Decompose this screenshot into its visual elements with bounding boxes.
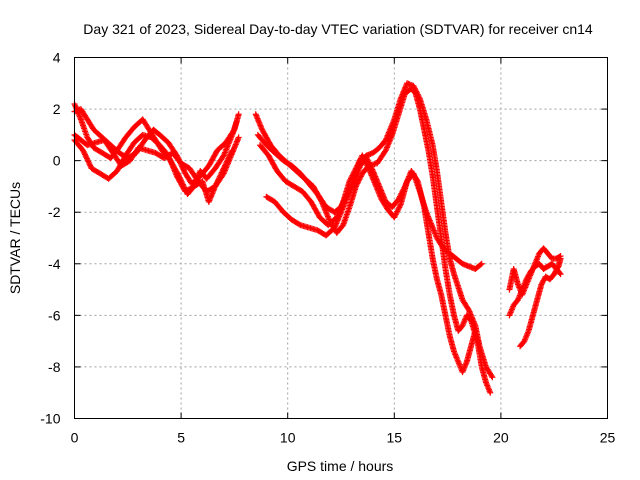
data-point-marker [181,167,188,174]
data-point-marker [489,374,496,381]
data-point-marker [81,151,88,158]
x-tick-labels: 0 5 10 15 20 25 [71,430,616,446]
data-point-marker [226,152,233,159]
data-point-marker [222,161,229,168]
data-point-marker [80,147,87,154]
data-point-marker [83,155,90,162]
data-point-marker [296,221,303,228]
data-point-marker [216,173,223,180]
y-tick-label: 4 [53,50,61,66]
data-point-marker [224,158,231,165]
data-point-marker [230,127,237,134]
y-tick-label: -2 [48,204,61,220]
y-tick-label: 0 [53,153,61,169]
data-point-marker [219,168,226,175]
data-point-marker [80,148,87,155]
data-point-marker [212,182,219,189]
data-point-marker [222,162,229,169]
y-tick-label: -4 [48,256,61,272]
data-point-marker [220,166,227,173]
data-point-marker [221,163,228,170]
data-point-marker [215,176,222,183]
data-point-marker [472,327,479,334]
data-point-marker [214,179,221,186]
data-point-marker [227,150,234,157]
data-point-marker [487,389,494,396]
data-point-marker [223,159,230,166]
data-point-marker [557,271,564,278]
chart-title: Day 321 of 2023, Sidereal Day-to-day VTE… [83,21,593,37]
data-point-marker [224,157,231,164]
data-point-marker [217,172,224,179]
y-tick-label: 2 [53,101,61,117]
y-tick-labels: -10 -8 -6 -4 -2 0 2 4 [40,50,60,427]
data-point-marker [225,154,232,161]
data-point-marker [214,177,221,184]
data-point-marker [557,255,564,262]
data-point-marker [225,155,232,162]
data-point-marker [220,165,227,172]
data-point-marker [81,150,88,157]
axis-ticks [74,57,608,419]
data-points [71,80,564,396]
x-tick-label: 20 [493,430,509,446]
data-point-marker [229,147,236,154]
data-point-marker [85,158,92,165]
data-point-marker [218,170,225,177]
data-point-marker [235,111,242,118]
grid-lines [74,57,608,419]
plot-frame [74,57,608,419]
data-point-marker [477,261,484,268]
data-point-marker [84,157,91,164]
y-tick-label: -10 [40,411,60,427]
y-tick-label: -6 [48,307,61,323]
data-point-marker [216,175,223,182]
y-axis-label: SDTVAR / TECUs [7,182,23,294]
data-point-marker [478,260,485,267]
data-point-marker [465,305,472,312]
data-point-marker [86,161,93,168]
x-axis-label: GPS time / hours [287,458,394,474]
x-tick-label: 0 [71,430,79,446]
y-tick-label: -8 [48,359,61,375]
data-point-marker [218,169,225,176]
data-point-marker [228,148,235,155]
data-point-marker [83,154,90,161]
data-point-marker [85,159,92,166]
x-tick-label: 10 [280,430,296,446]
data-point-marker [82,152,89,159]
data-point-marker [235,134,242,141]
x-tick-label: 5 [177,430,185,446]
data-point-marker [227,151,234,158]
data-point-marker [87,162,94,169]
data-point-marker [488,372,495,379]
data-point-marker [212,183,219,190]
data-point-marker [213,180,220,187]
x-tick-label: 25 [600,430,616,446]
x-tick-label: 15 [387,430,403,446]
